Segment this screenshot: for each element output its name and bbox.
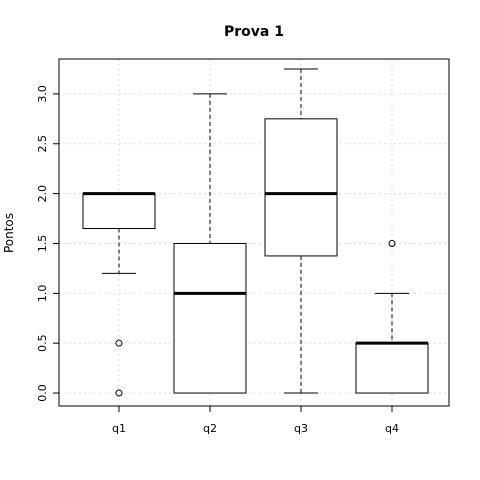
box-q1 xyxy=(82,192,156,397)
x-tick-label: q4 xyxy=(385,422,399,435)
x-tick-label: q3 xyxy=(294,422,308,435)
chart-title: Prova 1 xyxy=(224,24,284,40)
y-tick-label: 2.0 xyxy=(36,185,49,203)
x-tick-label: q2 xyxy=(203,422,217,435)
y-tick-label: 0.5 xyxy=(36,334,49,352)
iqr-box xyxy=(264,118,338,257)
y-tick-label: 0.0 xyxy=(36,384,49,402)
y-tick-label: 2.5 xyxy=(36,135,49,153)
plot-frame xyxy=(58,58,450,407)
box-q4 xyxy=(355,239,429,394)
axes: 0.0 0.5 1.0 1.5 2.0 2.5 3.0 q1 q2 q3 q4 xyxy=(36,85,399,435)
iqr-box xyxy=(355,342,429,394)
iqr-box xyxy=(173,242,247,394)
y-tick-label: 1.5 xyxy=(36,235,49,253)
y-tick-label: 3.0 xyxy=(36,85,49,103)
boxes xyxy=(82,68,429,397)
outlier-point xyxy=(115,389,123,397)
outlier-point xyxy=(388,239,396,247)
box-q2 xyxy=(173,93,247,394)
y-axis-label: Pontos xyxy=(2,213,16,253)
outlier-point xyxy=(115,339,123,347)
iqr-box xyxy=(82,193,156,230)
y-tick-label: 1.0 xyxy=(36,285,49,303)
box-q3 xyxy=(264,68,338,394)
x-tick-label: q1 xyxy=(112,422,126,435)
